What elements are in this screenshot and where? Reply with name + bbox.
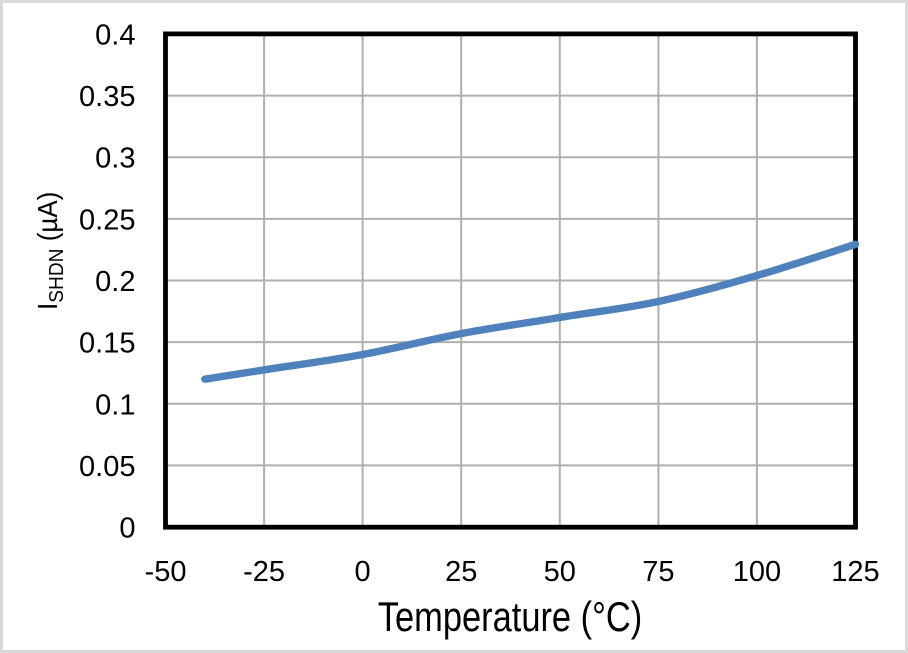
svg-text:-50: -50 xyxy=(145,556,187,588)
svg-text:ISHDN (µA): ISHDN (µA) xyxy=(32,192,68,310)
svg-text:Temperature (°C): Temperature (°C) xyxy=(378,594,642,641)
svg-text:125: 125 xyxy=(831,556,879,588)
svg-text:0.1: 0.1 xyxy=(95,389,135,421)
svg-text:0.35: 0.35 xyxy=(79,81,135,113)
svg-text:0.3: 0.3 xyxy=(95,143,135,175)
svg-text:0.15: 0.15 xyxy=(79,328,135,360)
svg-text:50: 50 xyxy=(544,556,576,588)
svg-text:75: 75 xyxy=(642,556,674,588)
svg-text:100: 100 xyxy=(733,556,781,588)
svg-text:0: 0 xyxy=(119,513,135,545)
svg-text:0.4: 0.4 xyxy=(95,19,135,51)
svg-text:-25: -25 xyxy=(243,556,285,588)
svg-text:0.25: 0.25 xyxy=(79,204,135,236)
svg-text:0: 0 xyxy=(355,556,371,588)
svg-text:0.05: 0.05 xyxy=(79,451,135,483)
svg-text:0.2: 0.2 xyxy=(95,266,135,298)
svg-text:25: 25 xyxy=(445,556,477,588)
